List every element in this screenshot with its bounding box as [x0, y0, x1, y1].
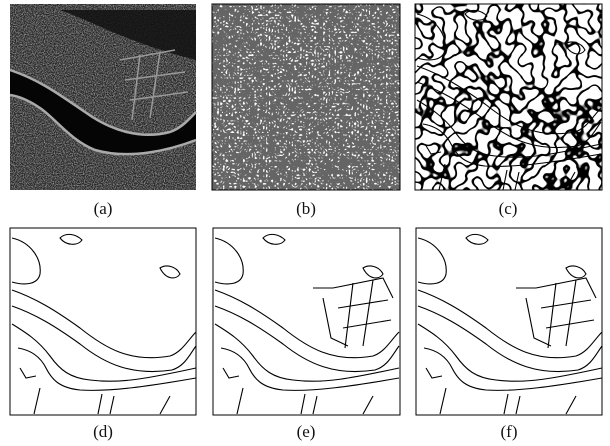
panel-e — [213, 228, 400, 415]
panel-label: (a) — [94, 199, 113, 218]
panel-label: (c) — [499, 199, 518, 218]
panel-a — [10, 4, 196, 190]
panel-label: (f) — [501, 422, 518, 441]
panel-label: (d) — [93, 422, 113, 441]
panel-c — [415, 4, 602, 190]
panel-b — [212, 4, 400, 190]
panel-label: (e) — [297, 422, 316, 441]
page: (a) (b) (c) (d) (e) (f) (() => { const d… — [0, 0, 610, 441]
figure: (a) (b) (c) (d) (e) (f) — [0, 0, 610, 441]
panel-label: (b) — [296, 199, 316, 218]
panel-d — [10, 228, 196, 415]
panel-f — [416, 228, 602, 415]
